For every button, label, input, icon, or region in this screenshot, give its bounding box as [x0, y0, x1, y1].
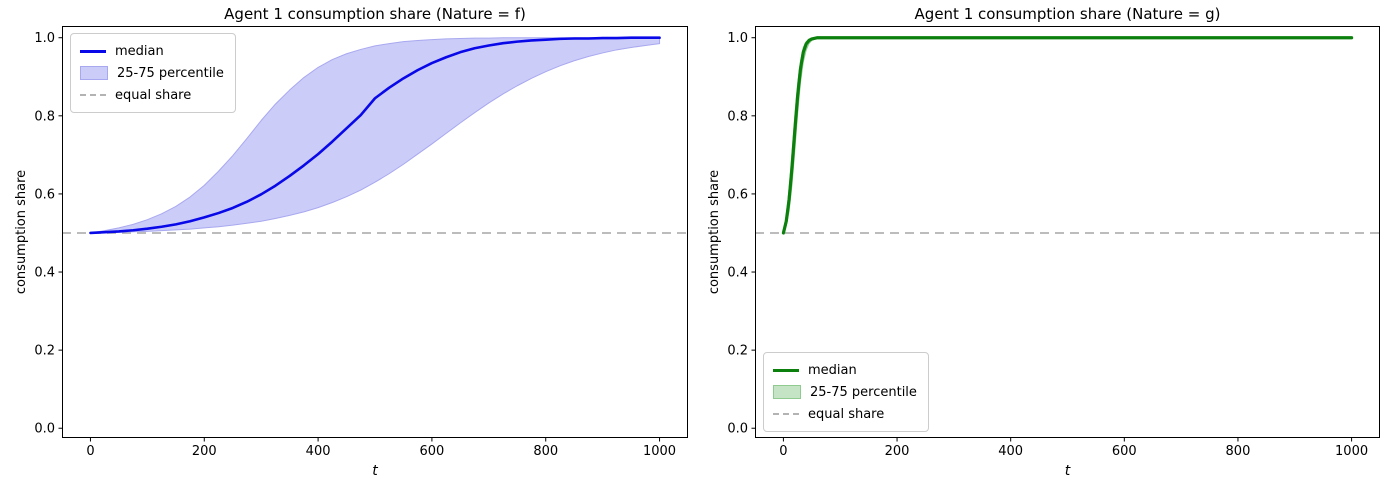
x-axis-label-f: t	[372, 463, 378, 479]
percentile-band	[782, 37, 1353, 234]
x-tick-label: 1000	[1335, 444, 1368, 459]
legend-label-median: median	[808, 362, 857, 378]
x-tick-label: 600	[1112, 444, 1137, 459]
median-line-swatch	[773, 368, 799, 372]
y-tick-label: 0.8	[34, 109, 55, 124]
x-tick-label: 800	[1226, 444, 1251, 459]
x-tick-label: 1000	[643, 444, 676, 459]
x-tick-label: 200	[885, 444, 910, 459]
percentile-band-swatch	[773, 385, 801, 399]
x-tick-label: 400	[306, 444, 331, 459]
legend-item-median: median	[80, 41, 224, 61]
percentile-band-swatch	[80, 66, 108, 80]
x-tick-label: 600	[419, 444, 444, 459]
y-tick-label: 0.0	[727, 422, 748, 437]
x-tick-label: 0	[86, 444, 94, 459]
legend-item-percentile-band: 25-75 percentile	[80, 63, 224, 83]
y-tick-label: 0.6	[727, 187, 748, 202]
percentile-band	[89, 37, 661, 234]
y-tick-label: 0.2	[727, 344, 748, 359]
legend-label-median: median	[115, 43, 164, 59]
x-tick-label: 400	[998, 444, 1023, 459]
x-tick-label: 800	[533, 444, 558, 459]
axes-spines	[62, 26, 688, 438]
y-tick-label: 0.4	[727, 266, 748, 281]
legend-item-percentile-band: 25-75 percentile	[773, 382, 917, 402]
x-tick-label: 0	[779, 444, 787, 459]
legend-label-equal-share: equal share	[115, 87, 192, 103]
legend-label-percentile: 25-75 percentile	[810, 384, 917, 400]
median-line	[89, 36, 661, 235]
median-line-swatch	[80, 49, 106, 53]
axes-spines	[755, 26, 1380, 438]
chart-title-nature-g: Agent 1 consumption share (Nature = g)	[914, 5, 1221, 23]
x-axis-label-g: t	[1064, 463, 1071, 479]
legend-item-equal-share: equal share	[773, 404, 917, 424]
chart-title-nature-f: Agent 1 consumption share (Nature = f)	[224, 5, 526, 23]
y-tick-label: 0.4	[34, 266, 55, 281]
y-axis-label-f: consumption share	[14, 169, 29, 295]
equal-share-line-swatch	[773, 413, 799, 415]
y-tick-label: 1.0	[727, 31, 748, 46]
plot-area-nature-f: 0 200 400 600 800 1000 0.0 0.2 0.4 0.6 0.8 1.0	[34, 26, 688, 459]
legend-nature-g: median 25-75 percentile equal share	[763, 352, 929, 432]
y-tick-label: 1.0	[34, 31, 55, 46]
y-tick-label: 0.6	[34, 187, 55, 202]
equal-share-line-swatch	[80, 94, 106, 96]
y-tick-label: 0.8	[727, 109, 748, 124]
legend-nature-f: median 25-75 percentile equal share	[70, 33, 236, 113]
legend-item-equal-share: equal share	[80, 85, 224, 105]
y-tick-label: 0.0	[34, 422, 55, 437]
plot-area-nature-g: 0 200 400 600 800 1000 0.0 0.2 0.4 0.6 0.8 1.0	[727, 26, 1380, 459]
y-axis-label-g: consumption share	[707, 169, 722, 295]
x-tick-label: 200	[192, 444, 217, 459]
y-tick-label: 0.2	[34, 344, 55, 359]
legend-item-median: median	[773, 360, 917, 380]
median-line	[781, 36, 1354, 235]
legend-label-equal-share: equal share	[808, 406, 885, 422]
legend-label-percentile: 25-75 percentile	[117, 65, 224, 81]
